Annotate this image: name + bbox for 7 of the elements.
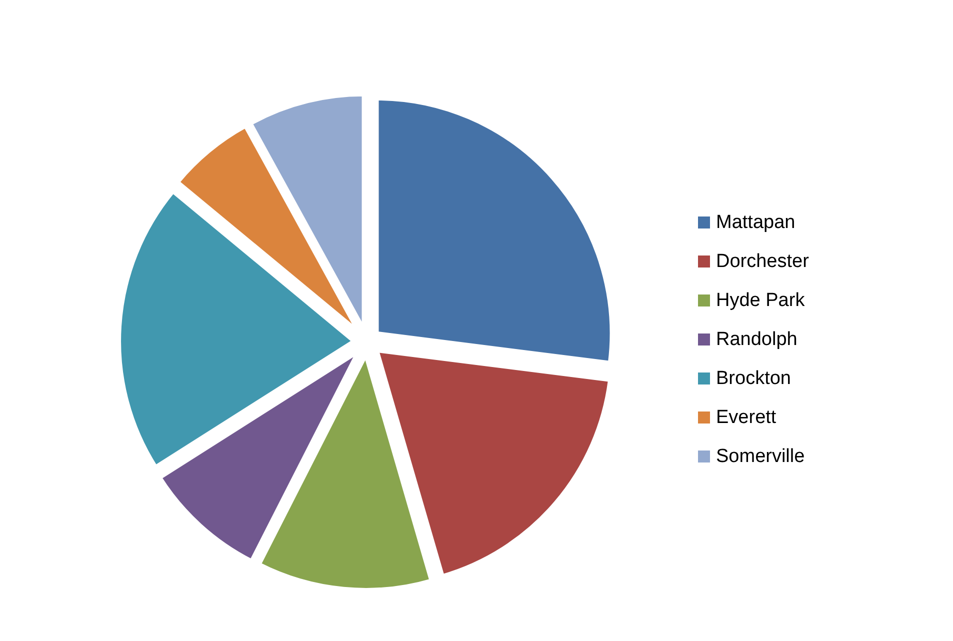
legend-label: Everett — [716, 407, 777, 428]
legend-label: Dorchester — [716, 251, 810, 272]
legend-label: Hyde Park — [716, 290, 806, 311]
legend-label: Mattapan — [716, 212, 796, 233]
legend-label: Somerville — [716, 446, 805, 467]
legend-label: Brockton — [716, 368, 791, 389]
legend-label: Randolph — [716, 329, 798, 350]
